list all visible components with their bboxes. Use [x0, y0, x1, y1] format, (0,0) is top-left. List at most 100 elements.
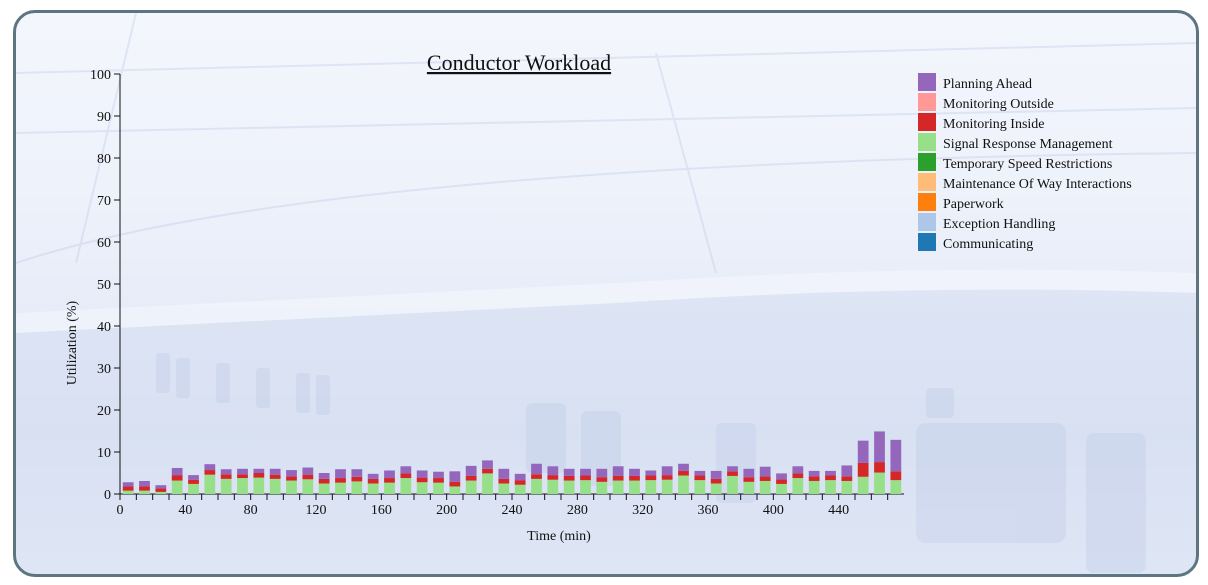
- bar-segment-planning-ahead: [139, 480, 150, 487]
- bar-segment-monitoring-inside: [318, 478, 330, 484]
- bar-segment-monitoring-inside: [433, 478, 444, 483]
- bar-segment-monitoring-inside: [563, 475, 575, 481]
- legend-label: Exception Handling: [943, 217, 1055, 232]
- bar-segment-planning-ahead: [629, 468, 640, 476]
- y-tick-label: 90: [97, 110, 111, 125]
- bar-segment-signal-response-management: [253, 477, 265, 494]
- bar-segment-signal-response-management: [335, 482, 346, 494]
- bar-segment-signal-response-management: [237, 478, 248, 494]
- x-tick-label: 200: [436, 503, 457, 518]
- bar-segment-planning-ahead: [678, 463, 689, 471]
- y-tick-label: 20: [97, 404, 111, 419]
- legend-label: Signal Response Management: [943, 137, 1113, 152]
- bar-segment-signal-response-management: [514, 484, 526, 494]
- bar-segment-signal-response-management: [302, 479, 314, 494]
- bar-segment-monitoring-inside: [139, 486, 150, 491]
- bar-segment-signal-response-management: [563, 480, 575, 494]
- bar-segment-monitoring-inside: [645, 475, 657, 481]
- bar-segment-monitoring-inside: [269, 474, 281, 479]
- bar-segment-signal-response-management: [155, 491, 167, 494]
- bar-segment-signal-response-management: [449, 486, 461, 494]
- bar-segment-monitoring-inside: [188, 479, 199, 484]
- legend-item: Maintenance Of Way Interactions: [918, 173, 1132, 192]
- bar-segment-planning-ahead: [465, 465, 477, 476]
- bar-segment-monitoring-inside: [482, 468, 493, 474]
- bar-segment-signal-response-management: [841, 480, 853, 494]
- bar-segment-planning-ahead: [727, 466, 738, 472]
- bar-segment-signal-response-management: [286, 480, 297, 494]
- bar-segment-planning-ahead: [433, 471, 444, 479]
- bar-segment-signal-response-management: [857, 476, 869, 494]
- bar-segment-signal-response-management: [759, 480, 771, 494]
- legend-label: Planning Ahead: [943, 77, 1032, 92]
- bar-segment-signal-response-management: [825, 480, 836, 494]
- bar-segment-monitoring-inside: [580, 475, 591, 481]
- legend-swatch: [918, 173, 936, 191]
- bar-segment-signal-response-management: [727, 475, 738, 494]
- legend-label: Maintenance Of Way Interactions: [943, 177, 1132, 192]
- bar-segment-planning-ahead: [531, 463, 542, 475]
- legend-swatch: [918, 213, 936, 231]
- y-tick-label: 10: [97, 446, 111, 461]
- bar-segment-signal-response-management: [351, 481, 363, 494]
- bar-segment-monitoring-inside: [416, 477, 428, 483]
- bar-segment-monitoring-inside: [727, 471, 738, 476]
- bar-segment-planning-ahead: [776, 473, 787, 480]
- bar-segment-monitoring-inside: [204, 470, 216, 475]
- bar-segment-monitoring-inside: [890, 471, 902, 481]
- bar-segment-planning-ahead: [220, 469, 232, 475]
- bar-segment-planning-ahead: [318, 473, 330, 479]
- bar-segment-planning-ahead: [710, 470, 722, 479]
- y-axis-label: Utilization (%): [65, 300, 80, 385]
- legend-item: Temporary Speed Restrictions: [918, 153, 1112, 172]
- x-tick-label: 40: [178, 503, 192, 518]
- bars: [122, 431, 902, 494]
- bar-segment-planning-ahead: [400, 466, 412, 474]
- legend-swatch: [918, 73, 936, 91]
- legend-label: Monitoring Inside: [943, 117, 1045, 132]
- y-tick-label: 0: [104, 488, 111, 503]
- bar-segment-planning-ahead: [825, 470, 836, 476]
- bar-segment-signal-response-management: [694, 480, 706, 494]
- bar-segment-monitoring-inside: [367, 478, 379, 484]
- bar-segment-monitoring-inside: [792, 473, 804, 479]
- bar-segment-monitoring-inside: [678, 470, 689, 476]
- bar-segment-monitoring-inside: [776, 479, 787, 484]
- x-tick-label: 160: [371, 503, 392, 518]
- bar-segment-planning-ahead: [596, 468, 608, 478]
- bar-segment-signal-response-management: [482, 473, 493, 494]
- bar-segment-signal-response-management: [139, 490, 150, 494]
- legend-swatch: [918, 93, 936, 111]
- bar-segment-planning-ahead: [563, 468, 575, 476]
- bar-segment-monitoring-inside: [384, 478, 395, 483]
- y-axis: 0 10 20 30 40 50 60 70 80 90 100: [90, 68, 121, 503]
- x-tick-label: 400: [763, 503, 784, 518]
- bar-segment-signal-response-management: [400, 478, 412, 494]
- bar-segment-planning-ahead: [367, 473, 379, 479]
- bar-segment-planning-ahead: [416, 470, 428, 478]
- bar-segment-monitoring-inside: [465, 475, 477, 481]
- bar-segment-signal-response-management: [188, 483, 199, 494]
- bar-segment-planning-ahead: [155, 485, 167, 489]
- x-tick-label: 240: [502, 503, 523, 518]
- bar-segment-monitoring-inside: [547, 475, 559, 480]
- x-tick-label: 80: [244, 503, 258, 518]
- legend-item: Monitoring Inside: [918, 113, 1045, 132]
- y-tick-label: 40: [97, 320, 111, 335]
- bar-segment-planning-ahead: [335, 469, 346, 479]
- bar-segment-planning-ahead: [286, 470, 297, 477]
- bar-segment-planning-ahead: [841, 465, 853, 477]
- bar-segment-planning-ahead: [237, 468, 248, 475]
- bar-segment-planning-ahead: [351, 469, 363, 477]
- bar-segment-planning-ahead: [482, 460, 493, 469]
- x-tick-label: 320: [632, 503, 653, 518]
- x-tick-label: 360: [698, 503, 719, 518]
- legend-item: Communicating: [918, 233, 1033, 252]
- conductor-workload-chart: Conductor Workload 0 10 20 30 40 50 60 70 80 90 10…: [65, 50, 1132, 544]
- bar-segment-signal-response-management: [204, 474, 216, 494]
- legend: Planning Ahead Monitoring Outside Monitori…: [918, 73, 1132, 252]
- bar-segment-signal-response-management: [710, 483, 722, 494]
- bar-segment-signal-response-management: [433, 482, 444, 494]
- bar-segment-signal-response-management: [220, 478, 232, 494]
- y-tick-label: 100: [90, 68, 111, 83]
